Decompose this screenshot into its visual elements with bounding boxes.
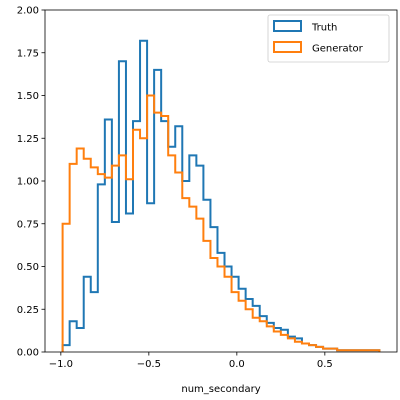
y-tick-label: 0.00 (17, 348, 39, 359)
y-tick-label: 0.75 (17, 219, 39, 230)
legend-label-generator: Generator (312, 44, 364, 55)
y-tick-label: 2.00 (17, 6, 39, 17)
x-axis: −1.0 −0.5 0.0 0.5 (49, 352, 333, 370)
legend-swatch-truth (273, 20, 302, 32)
series-truth-step (61, 39, 381, 352)
y-tick-label: 1.00 (17, 177, 39, 188)
y-tick-label: 1.50 (17, 91, 39, 102)
legend-swatch-generator (273, 41, 302, 53)
series-generator-step (61, 94, 381, 352)
x-axis-label: num_secondary (181, 384, 260, 395)
legend-label-truth: Truth (311, 23, 337, 34)
y-tick-label: 0.25 (17, 305, 39, 316)
series-layer (61, 39, 381, 352)
y-tick-label: 1.75 (17, 48, 39, 59)
y-tick-label: 1.25 (17, 134, 39, 145)
legend-box (267, 14, 390, 63)
x-tick-label: −0.5 (137, 359, 161, 370)
legend: Truth Generator (267, 14, 390, 63)
x-tick-label: 0.5 (317, 359, 333, 370)
x-tick-label: −1.0 (49, 359, 73, 370)
y-tick-label: 0.50 (17, 262, 39, 273)
y-axis: 0.00 0.25 0.50 0.75 1.00 1.25 1.50 1.75 2.00 (17, 6, 45, 359)
x-tick-label: 0.0 (229, 359, 245, 370)
